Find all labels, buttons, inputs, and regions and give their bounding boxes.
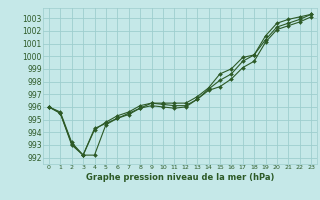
X-axis label: Graphe pression niveau de la mer (hPa): Graphe pression niveau de la mer (hPa) [86, 173, 274, 182]
